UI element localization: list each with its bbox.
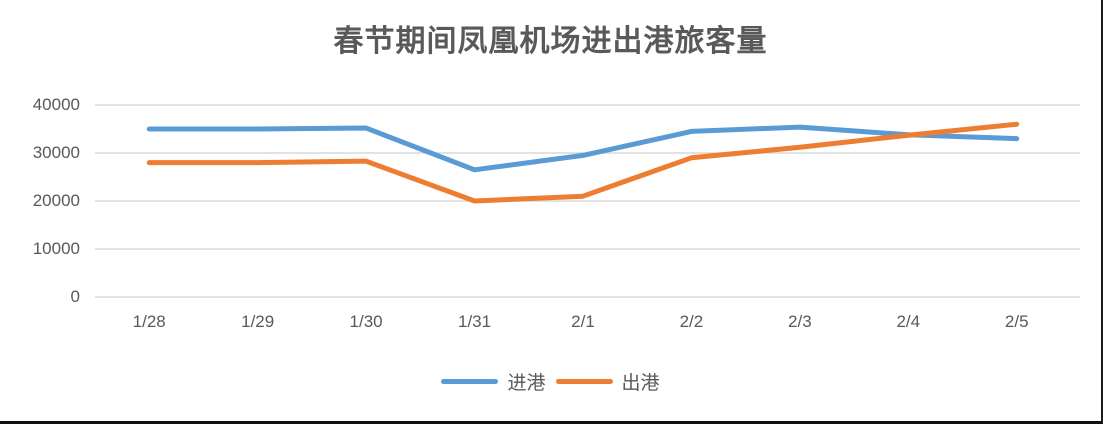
x-tick-label: 2/1 (571, 312, 595, 331)
departures-line-swatch-icon (555, 379, 613, 384)
x-tick-label: 1/30 (349, 312, 383, 331)
chart-legend: 进港 出港 (0, 368, 1101, 395)
legend-item-departures: 出港 (555, 368, 660, 395)
x-tick-label: 1/31 (457, 312, 492, 331)
legend-label: 出港 (621, 373, 660, 394)
x-tick-label: 2/2 (679, 312, 704, 331)
series-line-进港 (146, 124, 1020, 173)
arrivals-line-swatch-icon (441, 379, 499, 384)
x-tick-label: 2/5 (1004, 312, 1029, 331)
legend-label: 进港 (507, 373, 546, 394)
x-tick-label: 1/29 (241, 312, 275, 331)
x-tick-label: 2/3 (788, 312, 812, 331)
x-tick-label: 1/28 (132, 312, 166, 331)
chart-title: 春节期间凤凰机场进出港旅客量 (333, 25, 768, 58)
y-tick-label: 40000 (32, 95, 80, 114)
y-axis-tick-labels: 40000 30000 20000 10000 0 (18, 0, 80, 421)
x-axis-tick-labels: 1/28 1/29 1/30 1/31 2/1 2/2 2/3 2/4 2/5 (95, 312, 1071, 332)
y-tick-label: 10000 (32, 239, 80, 258)
y-tick-label: 20000 (32, 191, 80, 210)
y-tick-label: 30000 (32, 143, 80, 162)
x-tick-label: 2/4 (896, 312, 921, 331)
y-tick-label: 0 (70, 287, 80, 306)
series-line-出港 (146, 121, 1020, 204)
legend-item-arrivals: 进港 (441, 368, 546, 395)
